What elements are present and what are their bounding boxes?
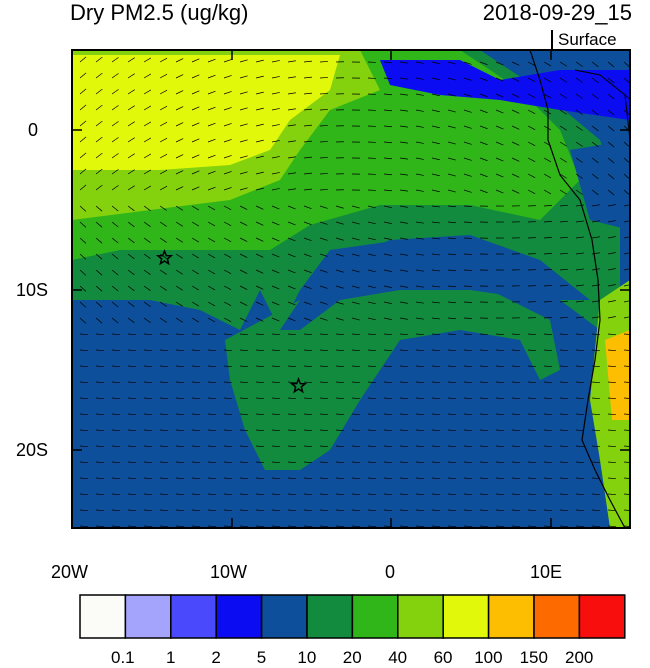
colorbar-swatch [352,595,397,638]
colorbar-swatch [443,595,488,638]
colorbar-swatch [489,595,534,638]
x-tick-label-0: 0 [385,562,395,583]
colorbar-label: 10 [297,648,316,668]
x-tick-label-10e: 10E [530,562,562,583]
colorbar-label: 200 [565,648,593,668]
colorbar-swatch [398,595,443,638]
y-tick-label-0: 0 [28,120,38,141]
colorbar-label: 60 [434,648,453,668]
colorbar-swatch [534,595,579,638]
colorbar-label: 20 [343,648,362,668]
colorbar-swatch [125,595,170,638]
x-tick-label-20w: 20W [51,562,88,583]
colorbar-swatch [80,595,125,638]
pm25-field [72,50,630,528]
colorbar-swatch [171,595,216,638]
colorbar-label: 150 [520,648,548,668]
colorbar-label: 1 [166,648,175,668]
colorbar-swatch [262,595,307,638]
colorbar-label: 2 [211,648,220,668]
colorbar-swatch [307,595,352,638]
colorbar-label: 5 [257,648,266,668]
colorbar-swatch [579,595,624,638]
colorbar-label: 40 [388,648,407,668]
y-tick-label-20s: 20S [16,440,48,461]
colorbar-label: 100 [474,648,502,668]
x-tick-label-10w: 10W [210,562,247,583]
y-tick-label-10s: 10S [16,280,48,301]
colorbar-swatch [216,595,261,638]
colorbar-label: 0.1 [111,648,135,668]
colorbar [80,595,625,638]
